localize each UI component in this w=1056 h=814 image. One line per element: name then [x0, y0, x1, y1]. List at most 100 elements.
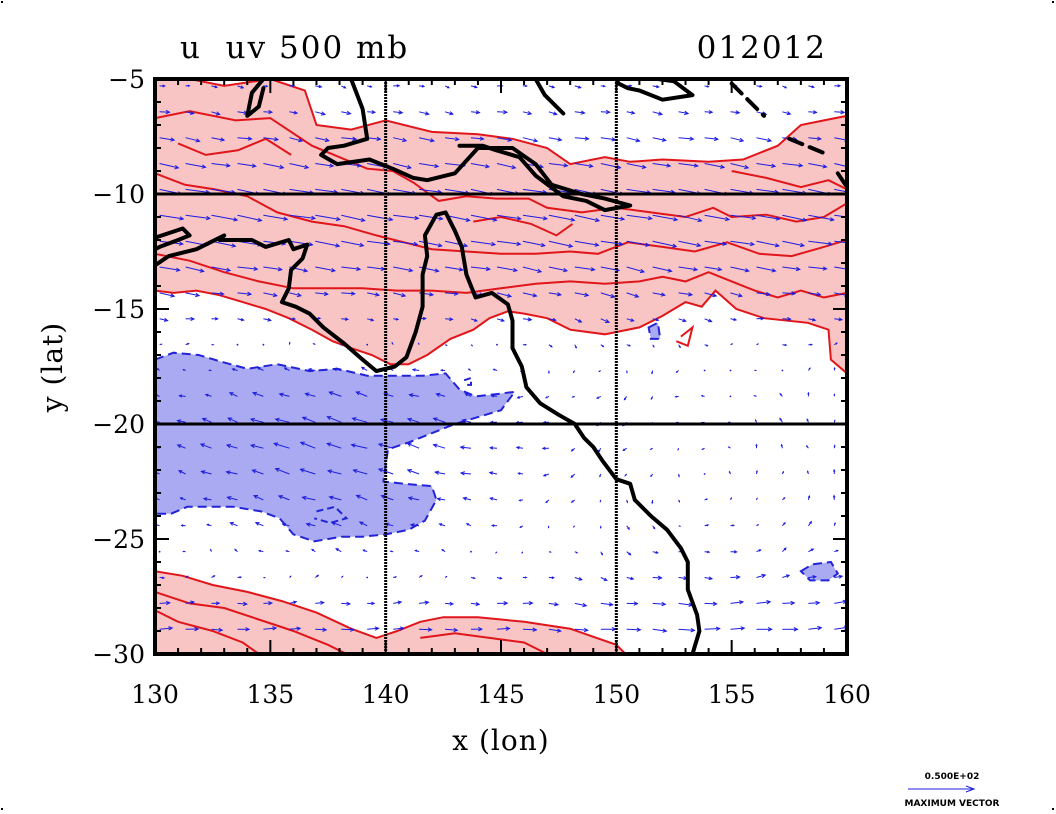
- wind-vector: [548, 576, 555, 580]
- coastline-segment: [614, 79, 695, 102]
- wind-vector: [489, 497, 498, 501]
- wind-vector: [418, 342, 420, 345]
- wind-vector: [289, 575, 292, 578]
- wind-vector: [180, 524, 186, 527]
- wind-vector: [315, 600, 325, 605]
- wind-vector: [496, 292, 513, 298]
- wind-vector: [599, 525, 602, 529]
- wind-vector: [341, 266, 362, 272]
- wind-vector: [393, 600, 403, 605]
- wind-vector: [626, 525, 630, 531]
- wind-vector: [756, 291, 772, 297]
- chart-title-right: 012012: [697, 30, 827, 66]
- x-tick-label: 155: [708, 680, 756, 709]
- wind-vector: [393, 163, 412, 170]
- wind-vector: [355, 391, 368, 397]
- wind-vector: [782, 521, 786, 527]
- wind-vector: [704, 110, 714, 114]
- wind-vector: [781, 369, 784, 372]
- wind-vector: [470, 85, 478, 89]
- wind-vector: [545, 395, 550, 399]
- wind-vector: [177, 470, 186, 475]
- wind-vector: [367, 601, 376, 606]
- wind-vector: [756, 523, 760, 527]
- wind-vector: [600, 626, 617, 632]
- positive-contour: [155, 590, 347, 654]
- wind-vector: [782, 497, 786, 501]
- wind-vector: [626, 292, 640, 298]
- wind-vector: [211, 137, 226, 142]
- wind-vector: [522, 214, 549, 221]
- wind-vector: [249, 443, 264, 449]
- wind-vector: [326, 442, 342, 449]
- wind-vector: [806, 444, 809, 449]
- wind-vector: [315, 266, 337, 273]
- wind-vector: [263, 136, 280, 142]
- wind-vector: [434, 470, 446, 475]
- y-tick-label: −5: [108, 65, 145, 94]
- wind-vector: [678, 627, 696, 633]
- wind-vector: [574, 85, 582, 89]
- wind-vector: [548, 240, 574, 248]
- wind-vector: [283, 367, 290, 371]
- wind-vector: [730, 292, 743, 298]
- y-axis-label: y (lat): [36, 322, 69, 413]
- wind-vector: [436, 497, 446, 502]
- wind-vector: [678, 576, 689, 581]
- wind-vector: [730, 214, 757, 221]
- wind-vector: [252, 495, 264, 501]
- wind-vector: [358, 521, 368, 527]
- wind-vector: [159, 137, 176, 142]
- wind-vector: [459, 445, 472, 450]
- wind-vector: [704, 292, 718, 298]
- wind-vector: [755, 443, 758, 449]
- wind-vector: [185, 600, 196, 605]
- wind-vector: [419, 84, 426, 88]
- wind-vector: [522, 576, 528, 579]
- wind-vector: [730, 318, 738, 321]
- wind-vector: [367, 85, 373, 88]
- wind-vector: [367, 292, 381, 297]
- wind-vector: [677, 448, 680, 451]
- wind-vector: [414, 549, 420, 553]
- wind-vector: [652, 266, 673, 273]
- wind-vector: [178, 394, 186, 398]
- wind-vector: [704, 240, 728, 246]
- wind-vector: [808, 625, 823, 631]
- reference-vector-value: 0.500E+02: [925, 772, 980, 782]
- wind-vector: [574, 602, 588, 608]
- negative-region: [647, 321, 662, 340]
- wind-vector: [808, 136, 823, 141]
- wind-vector: [652, 240, 678, 248]
- wind-vector: [206, 523, 212, 527]
- wind-vector: [470, 266, 491, 272]
- wind-vector: [649, 447, 653, 450]
- wind-vector: [211, 343, 215, 346]
- wind-vector: [756, 316, 765, 321]
- wind-vector: [600, 292, 616, 299]
- wind-vector: [626, 601, 639, 606]
- wind-vector: [470, 163, 491, 169]
- wind-vector: [159, 266, 181, 272]
- y-tick-label: −25: [92, 525, 145, 554]
- wind-vector: [626, 499, 629, 504]
- wind-vector: [652, 628, 668, 633]
- wind-vector: [393, 84, 401, 88]
- wind-vector: [548, 163, 569, 168]
- wind-vector: [179, 497, 186, 501]
- wind-vector: [406, 442, 420, 449]
- negative-region: [155, 351, 518, 543]
- wind-vector: [753, 395, 757, 397]
- wind-vector: [341, 136, 358, 141]
- wind-vector: [834, 84, 842, 88]
- wind-vector: [445, 601, 455, 606]
- wind-vector: [490, 394, 498, 398]
- wind-vector: [574, 240, 600, 247]
- wind-vector: [341, 240, 365, 248]
- wind-vector: [289, 317, 297, 321]
- wind-vector: [600, 214, 626, 221]
- wind-vector: [289, 600, 298, 605]
- wind-vector: [756, 137, 773, 143]
- wind-vector: [263, 292, 278, 298]
